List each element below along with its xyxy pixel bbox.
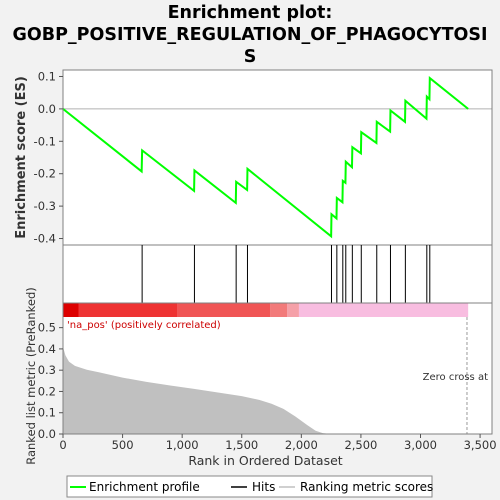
rank-y-tick-label: 0.2 bbox=[38, 384, 56, 398]
rank-y-tick-label: 0.5 bbox=[38, 321, 56, 335]
hits-panel bbox=[62, 244, 493, 304]
ranking-metric-area bbox=[63, 346, 469, 434]
legend: Enrichment profile Hits Ranking metric sco… bbox=[66, 475, 433, 498]
color-bar-segment bbox=[177, 303, 271, 317]
title-line-3: S bbox=[243, 47, 257, 67]
legend-label-ranking: Ranking metric scores bbox=[300, 480, 433, 494]
chart-title: Enrichment plot: GOBP_POSITIVE_REGULATIO… bbox=[0, 2, 500, 68]
legend-label-enrichment: Enrichment profile bbox=[89, 480, 200, 494]
color-bar-segment bbox=[298, 303, 469, 317]
x-tick-label: 2,000 bbox=[285, 438, 318, 452]
x-axis-label: Rank in Ordered Dataset bbox=[188, 453, 342, 468]
rank-y-axis-label: Ranked list metric (PreRanked) bbox=[24, 287, 38, 465]
color-bar-segment bbox=[270, 303, 288, 317]
ranked-metric-panel: Zero cross at 'na_pos' (positively correl… bbox=[24, 287, 493, 465]
rank-color-bar bbox=[63, 303, 492, 317]
es-panel: 0.1 0.0 -0.1 -0.2 -0.3 -0.4 Enrichment score (… bbox=[14, 69, 493, 246]
x-axis: 0 500 1,000 1,500 2,000 2,500 3,000 3,500 Rank i… bbox=[59, 434, 497, 468]
rank-y-tick-label: 0.4 bbox=[38, 342, 56, 356]
color-bar-segment bbox=[78, 303, 178, 317]
rank-y-tick-label: 0.0 bbox=[38, 427, 56, 441]
x-tick-label: 1,500 bbox=[225, 438, 258, 452]
title-line-2: GOBP_POSITIVE_REGULATION_OF_PHAGOCYTOSI bbox=[12, 25, 488, 45]
rank-plot-frame bbox=[62, 302, 493, 435]
title-line-1: Enrichment plot: bbox=[167, 3, 333, 23]
es-y-tick-label: 0.0 bbox=[38, 102, 56, 116]
x-tick-label: 1,000 bbox=[166, 438, 199, 452]
x-tick-label: 2,500 bbox=[344, 438, 377, 452]
es-y-tick-label: -0.3 bbox=[34, 199, 56, 213]
x-tick-label: 500 bbox=[112, 438, 134, 452]
x-tick-label: 3,000 bbox=[404, 438, 437, 452]
color-bar-segment bbox=[63, 303, 79, 317]
color-bar-segment bbox=[287, 303, 299, 317]
es-y-tick-label: -0.4 bbox=[34, 232, 56, 246]
x-tick-label: 0 bbox=[59, 438, 66, 452]
rank-y-tick-label: 0.1 bbox=[38, 406, 56, 420]
es-y-tick-label: -0.2 bbox=[34, 167, 56, 181]
x-tick-label: 3,500 bbox=[464, 438, 497, 452]
es-y-axis-label: Enrichment score (ES) bbox=[14, 76, 29, 239]
es-plot-area bbox=[63, 70, 492, 245]
positive-correlation-label: 'na_pos' (positively correlated) bbox=[67, 320, 221, 331]
es-y-tick-label: -0.1 bbox=[34, 134, 56, 148]
es-line bbox=[62, 76, 469, 239]
es-y-tick-label: 0.1 bbox=[38, 69, 56, 83]
rank-y-tick-label: 0.3 bbox=[38, 363, 56, 377]
zero-cross-label: Zero cross at bbox=[423, 372, 488, 383]
legend-box bbox=[66, 475, 433, 498]
legend-label-hits: Hits bbox=[252, 480, 275, 494]
hits-plot-area bbox=[62, 244, 493, 304]
